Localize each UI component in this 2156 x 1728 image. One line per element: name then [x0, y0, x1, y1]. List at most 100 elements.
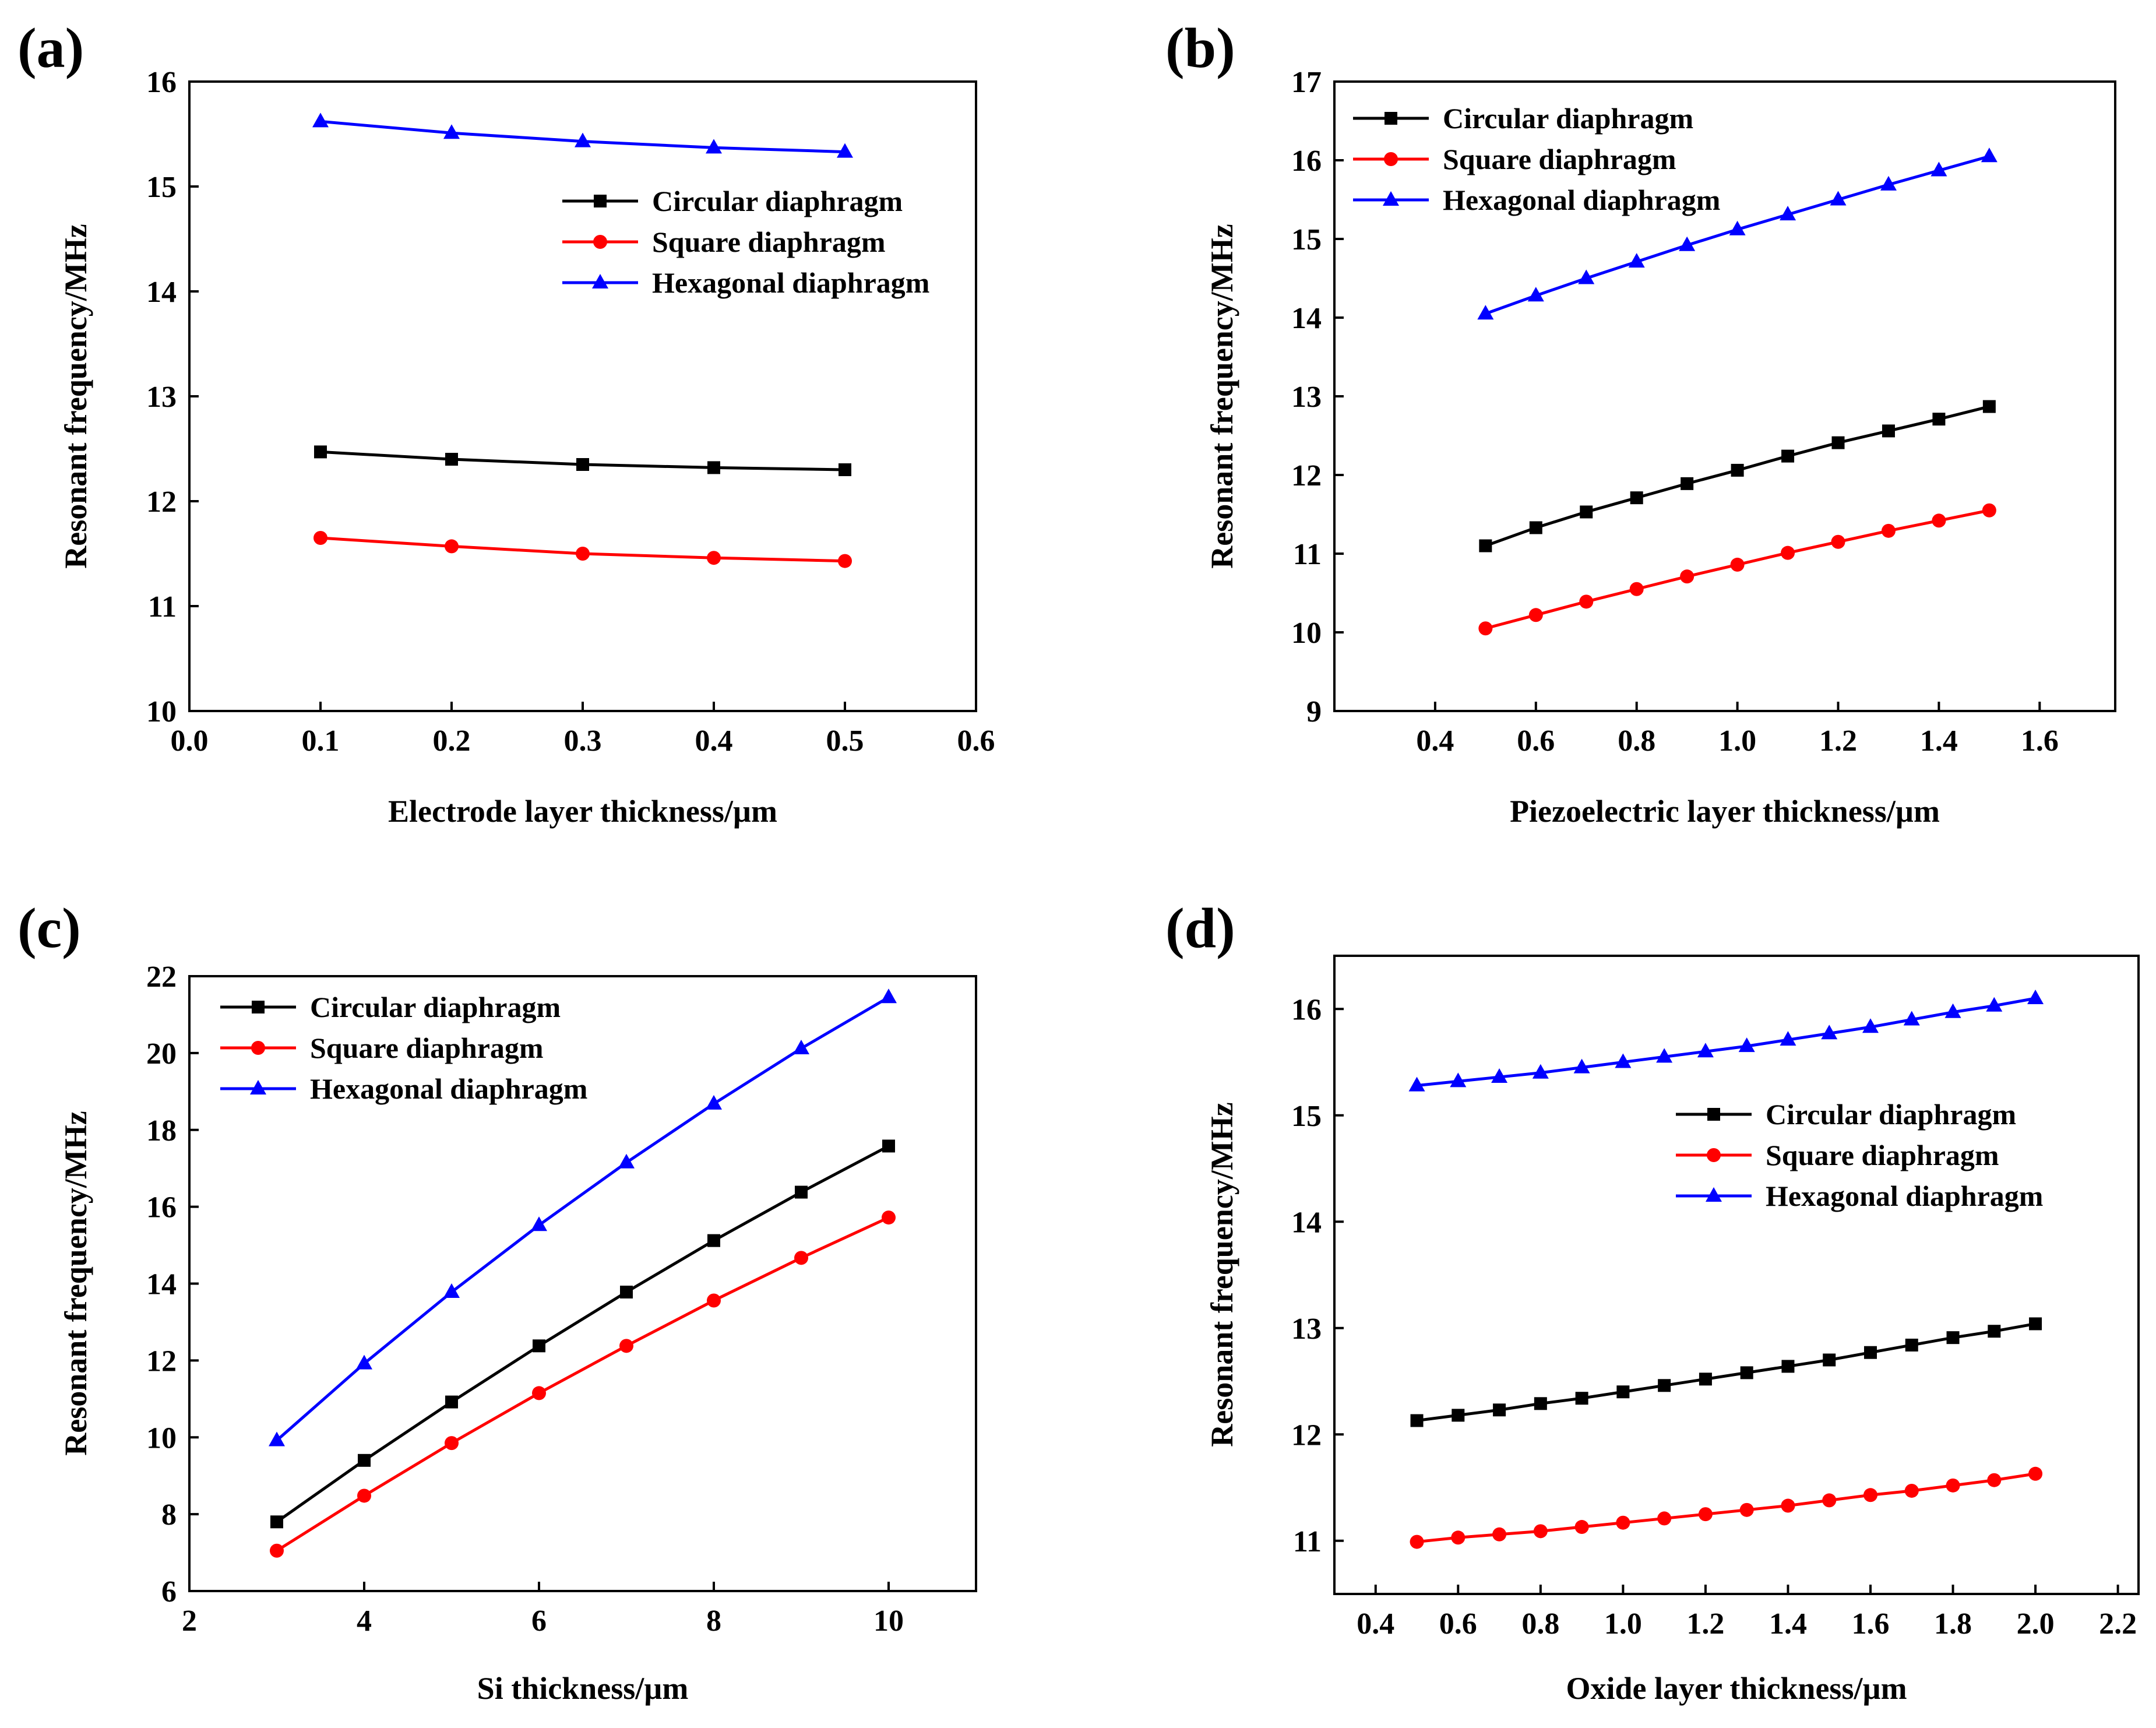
- data-point-square: [1739, 1502, 1754, 1517]
- y-tick-label: 16: [1291, 993, 1322, 1026]
- plot-frame: [188, 80, 977, 712]
- data-point-hexagonal: [1578, 269, 1595, 284]
- data-point-hexagonal: [1821, 1025, 1838, 1040]
- data-point-square: [1881, 523, 1896, 538]
- x-tick-label: 0.8: [1618, 724, 1655, 758]
- data-point-hexagonal: [618, 1153, 635, 1169]
- panel-label: (b): [1165, 17, 1235, 80]
- data-point-square: [1478, 621, 1493, 636]
- data-point-hexagonal: [1615, 1053, 1632, 1068]
- y-tick-label: 20: [146, 1037, 177, 1071]
- data-point-square: [1657, 1511, 1672, 1526]
- plot-frame: [1333, 80, 2116, 712]
- y-tick-label: 12: [146, 485, 177, 519]
- y-tick-label: 14: [1291, 302, 1322, 335]
- x-tick-label: 1.0: [1604, 1607, 1642, 1641]
- data-point-circular: [1781, 1360, 1795, 1373]
- series-circular: [1410, 1317, 2042, 1427]
- series-line-square: [1417, 1472, 2036, 1544]
- data-point-hexagonal: [793, 1039, 809, 1054]
- data-point-circular: [1731, 463, 1744, 477]
- panel-d: (d) 0.4 0.6 0.8 1.0 1.2 1.4 1.6 1.8 2.0 2.2 11 12 13 1…: [1165, 897, 2140, 1706]
- y-tick-label: 12: [146, 1345, 177, 1378]
- data-point-hexagonal: [1408, 1076, 1425, 1092]
- data-point-hexagonal: [1903, 1011, 1920, 1026]
- data-point-hexagonal: [1527, 287, 1544, 302]
- x-tick-label: 0.3: [564, 724, 602, 758]
- data-point-hexagonal: [1532, 1064, 1549, 1079]
- data-point-square: [1863, 1488, 1877, 1502]
- data-point-square: [1781, 1498, 1795, 1513]
- x-tick-label: 0.2: [433, 724, 471, 758]
- data-point-square: [882, 1210, 896, 1225]
- data-point-square: [1528, 608, 1543, 622]
- legend-marker-circular: [1707, 1108, 1720, 1121]
- data-point-square: [1932, 513, 1946, 528]
- data-point-square: [794, 1251, 808, 1265]
- data-point-hexagonal: [1862, 1018, 1879, 1033]
- data-point-square: [1492, 1527, 1507, 1542]
- legend: Circular diaphragm Square diaphragm Hexago…: [562, 185, 929, 299]
- data-point-circular: [1575, 1392, 1588, 1405]
- data-point-square: [2028, 1466, 2043, 1481]
- y-tick-label: 9: [1306, 695, 1322, 728]
- y-tick-label: 15: [146, 171, 177, 204]
- data-point-circular: [707, 1234, 720, 1247]
- data-point-hexagonal: [531, 1216, 547, 1231]
- x-tick-label: 0.4: [1416, 724, 1454, 758]
- y-tick-label: 10: [1291, 617, 1322, 650]
- series-square: [1478, 503, 1996, 636]
- y-axis-title: Resonant frequency/MHz: [58, 1111, 93, 1455]
- x-tick-label: 1.4: [1769, 1607, 1807, 1641]
- x-tick-label: 0.0: [171, 724, 209, 758]
- y-tick-label: 14: [146, 1268, 177, 1301]
- data-point-square: [576, 547, 590, 561]
- legend: Circular diaphragm Square diaphragm Hexago…: [220, 991, 587, 1105]
- data-point-hexagonal: [1780, 206, 1796, 221]
- y-tick-label: 15: [1291, 223, 1322, 256]
- series-line-hexagonal: [276, 996, 890, 1442]
- y-tick-label: 12: [1291, 459, 1322, 492]
- data-point-hexagonal: [312, 112, 329, 128]
- x-tick-label: 0.6: [1517, 724, 1555, 758]
- y-tick-label: 16: [1291, 145, 1322, 178]
- x-tick-label: 1.8: [1934, 1607, 1972, 1641]
- x-tick-label: 2: [182, 1604, 197, 1638]
- x-tick-label: 1.2: [1819, 724, 1857, 758]
- data-point-hexagonal: [2027, 990, 2044, 1004]
- data-point-circular: [1580, 505, 1593, 519]
- data-point-square: [357, 1488, 371, 1503]
- series-hexagonal: [1477, 147, 1998, 320]
- data-point-circular: [1493, 1403, 1506, 1417]
- y-axis-title: Resonant frequency/MHz: [58, 224, 93, 568]
- y-tick-label: 13: [146, 381, 177, 414]
- panel-c: (c) 2 4 6 8 10 6 8 10 12 14 16 18 20 22 Si thickness/µm…: [17, 897, 977, 1706]
- x-tick-label: 0.5: [826, 724, 864, 758]
- y-tick-label: 16: [146, 1191, 177, 1224]
- data-point-circular: [1529, 521, 1542, 534]
- legend-label-square: Square diaphragm: [310, 1032, 544, 1064]
- panel-label: (a): [17, 17, 84, 80]
- y-axis-title: Resonant frequency/MHz: [1204, 1102, 1239, 1447]
- legend-marker-circular: [252, 1001, 265, 1013]
- legend-marker-square: [1707, 1148, 1721, 1162]
- data-point-circular: [1452, 1409, 1465, 1422]
- data-point-circular: [1864, 1346, 1877, 1359]
- data-point-hexagonal: [1830, 191, 1847, 206]
- data-point-hexagonal: [1738, 1037, 1755, 1053]
- data-point-hexagonal: [1780, 1031, 1796, 1046]
- data-point-circular: [533, 1339, 545, 1353]
- series-square: [313, 531, 852, 568]
- series-circular: [1479, 400, 1996, 552]
- y-tick-label: 16: [146, 66, 177, 99]
- data-point-hexagonal: [1880, 175, 1897, 191]
- data-point-circular: [2029, 1317, 2042, 1331]
- y-tick-label: 22: [146, 960, 177, 994]
- x-tick-label: 0.6: [1439, 1607, 1477, 1641]
- data-point-square: [313, 531, 327, 545]
- y-tick-label: 14: [1291, 1206, 1322, 1239]
- data-point-circular: [1658, 1379, 1671, 1392]
- legend-label-hexagonal: Hexagonal diaphragm: [652, 266, 929, 299]
- data-point-square: [1946, 1478, 1960, 1493]
- x-tick-label: 0.1: [302, 724, 340, 758]
